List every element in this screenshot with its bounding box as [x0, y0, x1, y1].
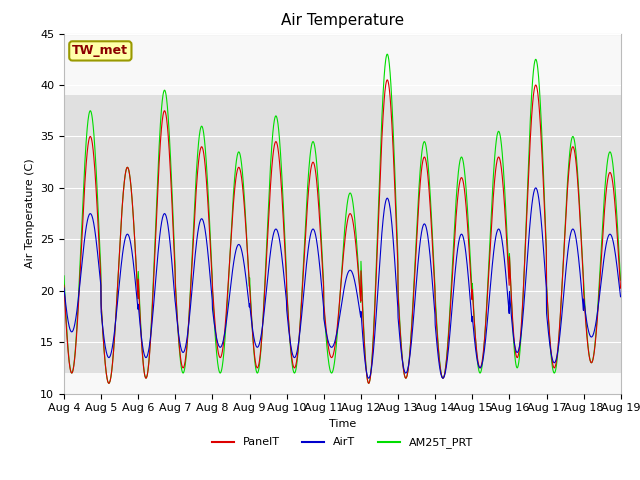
X-axis label: Time: Time	[329, 419, 356, 429]
Title: Air Temperature: Air Temperature	[281, 13, 404, 28]
Bar	[64, 96, 621, 373]
Text: TW_met: TW_met	[72, 44, 129, 58]
Y-axis label: Air Temperature (C): Air Temperature (C)	[24, 159, 35, 268]
Legend: PanelT, AirT, AM25T_PRT: PanelT, AirT, AM25T_PRT	[207, 433, 477, 453]
